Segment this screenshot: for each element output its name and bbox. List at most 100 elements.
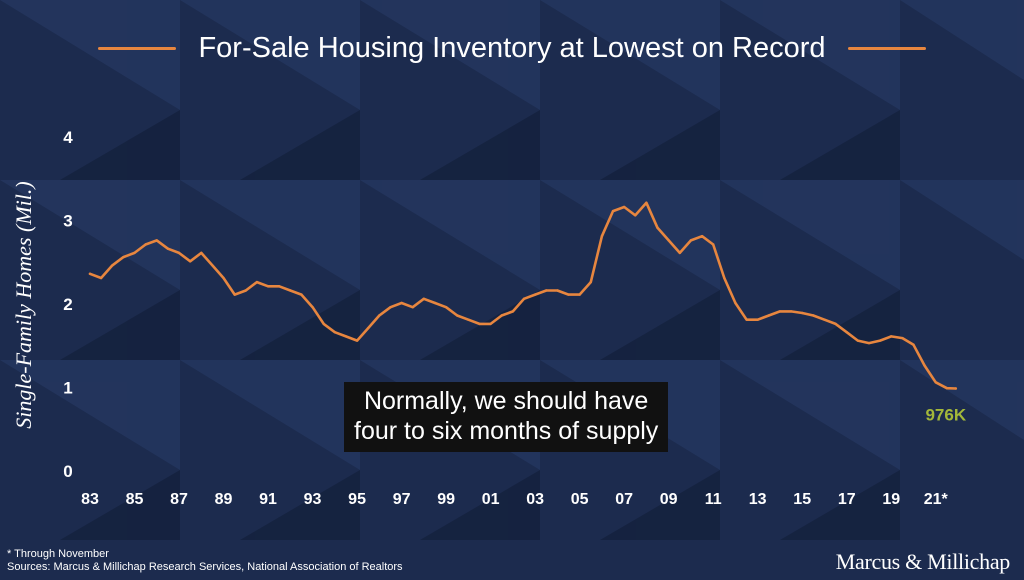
x-tick-label: 13 <box>749 491 767 508</box>
data-point <box>845 331 848 334</box>
x-tick-label: 07 <box>615 491 633 508</box>
data-point <box>333 331 336 334</box>
data-point <box>734 301 737 305</box>
title-rule-right <box>847 46 926 50</box>
y-tick-label: 3 <box>63 212 72 231</box>
data-point <box>88 272 92 275</box>
x-tick-label: 11 <box>705 491 722 508</box>
data-point <box>122 255 125 259</box>
data-point <box>611 209 615 213</box>
data-point <box>878 339 882 342</box>
data-point <box>901 336 904 340</box>
data-point <box>834 322 837 326</box>
data-point <box>600 235 604 238</box>
series-line <box>88 201 958 390</box>
data-point <box>778 310 782 313</box>
data-point <box>144 243 147 246</box>
annotation-line-2: four to six months of supply <box>354 417 659 445</box>
data-point <box>189 260 192 263</box>
x-tick-label: 87 <box>170 491 188 508</box>
data-point <box>511 310 515 313</box>
chart-title: For-Sale Housing Inventory at Lowest on … <box>198 31 826 64</box>
data-point <box>656 226 659 229</box>
data-point <box>322 322 325 326</box>
data-point <box>712 243 715 246</box>
x-tick-label: 21* <box>924 491 949 508</box>
company-logo: Marcus & Millichap <box>835 549 1011 574</box>
data-point <box>634 214 637 217</box>
data-point <box>367 326 370 330</box>
x-tick-label: 03 <box>526 491 544 508</box>
data-point <box>111 264 114 267</box>
data-point <box>723 276 726 280</box>
x-tick-label: 85 <box>126 491 144 508</box>
x-tick-label: 93 <box>304 491 322 508</box>
data-point <box>912 343 915 346</box>
x-tick-label: 95 <box>348 491 366 508</box>
x-tick-label: 09 <box>660 491 678 508</box>
data-point <box>533 293 537 296</box>
data-point <box>767 314 770 317</box>
data-point <box>233 293 236 296</box>
footnote: * Through November Sources: Marcus & Mil… <box>7 548 403 574</box>
data-point <box>789 310 793 313</box>
x-tick-label: 15 <box>793 491 811 508</box>
data-point <box>801 311 804 315</box>
data-point <box>934 381 937 384</box>
data-point <box>890 335 893 338</box>
data-point <box>166 247 170 250</box>
data-point <box>745 318 748 321</box>
data-point <box>155 239 158 242</box>
data-point <box>289 289 292 292</box>
annotation-line-1: Normally, we should have <box>363 387 649 415</box>
data-point <box>433 301 437 305</box>
x-tick-label: 83 <box>81 491 99 508</box>
data-point <box>255 280 259 284</box>
data-point <box>567 293 570 296</box>
data-point <box>422 297 425 300</box>
data-point <box>456 314 459 317</box>
data-point <box>667 239 670 242</box>
data-point <box>678 251 681 255</box>
data-point <box>211 264 214 267</box>
data-point <box>355 339 359 342</box>
y-tick-label: 4 <box>63 128 73 147</box>
data-point <box>177 251 181 255</box>
x-tick-label: 05 <box>571 491 589 508</box>
data-point <box>867 341 871 345</box>
data-point <box>311 306 314 309</box>
annotation-box: Normally, we should have four to six mon… <box>344 382 669 452</box>
latest-value-label: 976K <box>925 406 966 425</box>
data-point <box>266 285 270 288</box>
data-point <box>467 318 470 321</box>
data-point <box>400 301 403 305</box>
data-point <box>856 339 859 342</box>
data-point <box>278 285 281 288</box>
data-point <box>556 289 559 292</box>
data-point <box>689 239 693 242</box>
x-tick-label: 89 <box>215 491 233 508</box>
data-point <box>500 314 503 317</box>
x-tick-label: 91 <box>259 491 277 508</box>
data-point <box>945 387 949 390</box>
y-tick-label: 0 <box>63 462 72 481</box>
data-point <box>489 322 492 326</box>
y-tick-label: 1 <box>63 379 72 398</box>
title-bar: For-Sale Housing Inventory at Lowest on … <box>0 26 1024 70</box>
data-point <box>222 276 225 280</box>
data-point <box>378 314 381 317</box>
x-tick-label: 01 <box>482 491 500 508</box>
data-point <box>578 293 581 296</box>
data-point <box>411 306 414 309</box>
data-point <box>478 322 481 326</box>
data-point <box>99 276 103 280</box>
y-tick-label: 2 <box>63 295 72 314</box>
footnote-through: * Through November <box>7 548 109 560</box>
data-point <box>700 235 704 238</box>
data-point <box>589 280 592 284</box>
data-point <box>444 306 448 309</box>
data-point <box>954 387 957 390</box>
title-rule-left <box>98 46 177 50</box>
x-tick-label: 97 <box>393 491 411 508</box>
